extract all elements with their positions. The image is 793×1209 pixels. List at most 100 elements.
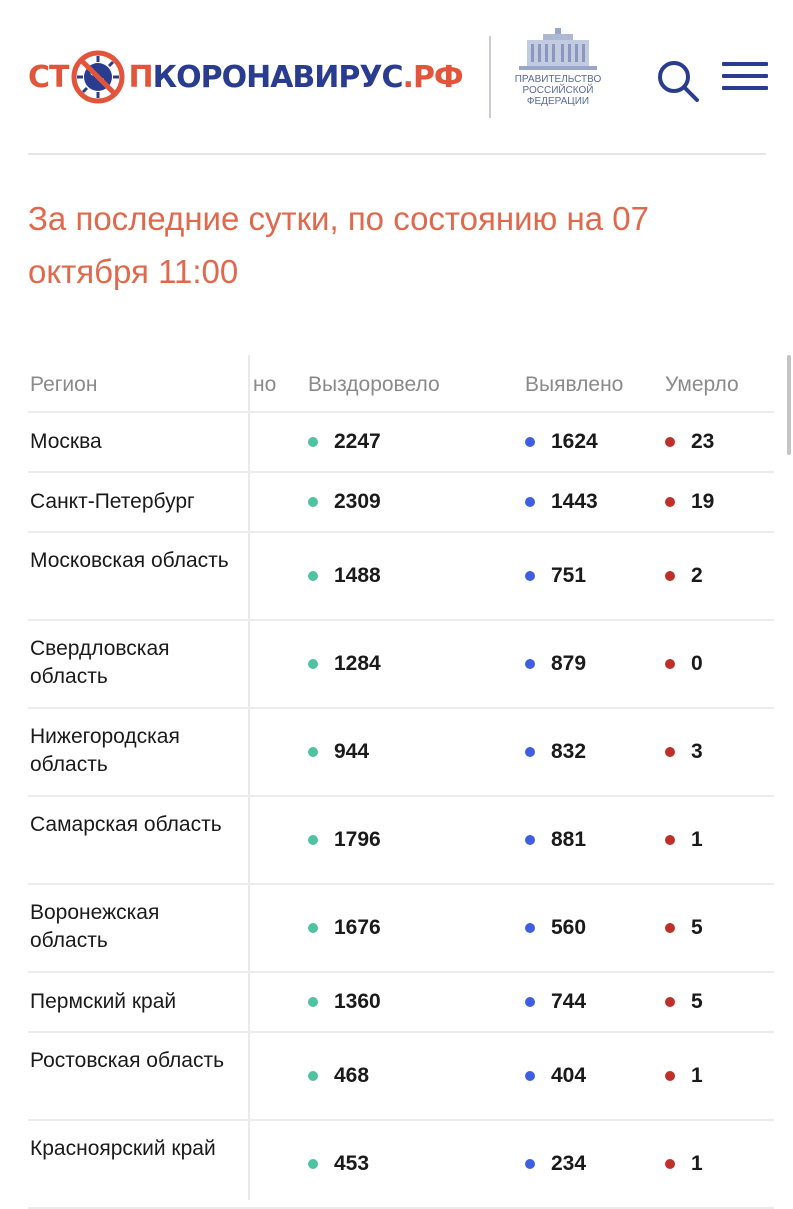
recovered-value: 1360	[308, 988, 381, 1016]
region-name: Пермский край	[30, 990, 177, 1013]
died-dot	[665, 997, 675, 1007]
died-dot	[665, 1159, 675, 1169]
died-value: 0	[665, 650, 703, 678]
government-logo[interactable]: ПРАВИТЕЛЬСТВО РОССИЙСКОЙ ФЕДЕРАЦИИ	[508, 26, 608, 107]
recovered-dot	[308, 571, 318, 581]
site-logo[interactable]: СТ П КОРОНАВИРУС .РФ	[28, 50, 464, 104]
died-number: 5	[691, 990, 703, 1013]
recovered-number: 2247	[334, 430, 381, 453]
recovered-value: 1284	[308, 650, 381, 678]
died-value: 2	[665, 562, 703, 590]
recovered-dot	[308, 1071, 318, 1081]
table-row[interactable]: Свердловская область 1284 879 0	[28, 621, 774, 709]
header-detected[interactable]: Выявлено	[525, 373, 624, 396]
recovered-number: 1360	[334, 990, 381, 1013]
sticky-column-divider	[248, 355, 250, 1200]
died-number: 19	[691, 490, 715, 513]
recovered-dot	[308, 997, 318, 1007]
detected-value: 1443	[525, 488, 598, 516]
stats-table: Регион но Выздоровело Выявлено Умерло Мо…	[28, 355, 774, 1209]
detected-value: 744	[525, 988, 586, 1016]
header-recovered[interactable]: Выздоровело	[308, 373, 440, 396]
table-row[interactable]: Санкт-Петербург 2309 1443 19	[28, 473, 774, 533]
recovered-number: 453	[334, 1152, 370, 1175]
recovered-number: 2309	[334, 490, 381, 513]
menu-icon	[722, 62, 768, 90]
table-header: Регион но Выздоровело Выявлено Умерло	[28, 355, 774, 413]
government-building-icon	[519, 28, 597, 70]
died-dot	[665, 659, 675, 669]
detected-value: 879	[525, 650, 586, 678]
detected-dot	[525, 923, 535, 933]
detected-dot	[525, 571, 535, 581]
died-number: 1	[691, 1152, 703, 1175]
region-name: Москва	[30, 430, 102, 453]
region-name: Нижегородская область	[30, 725, 180, 776]
detected-number: 404	[551, 1064, 587, 1087]
died-value: 3	[665, 738, 703, 766]
recovered-number: 1676	[334, 916, 381, 939]
table-row[interactable]: Москва 2247 1624 23	[28, 413, 774, 473]
detected-dot	[525, 659, 535, 669]
table-row[interactable]: Ростовская область 468 404 1	[28, 1033, 774, 1121]
logo-text-domain: .РФ	[402, 59, 464, 95]
died-value: 1	[665, 1150, 703, 1178]
table-row[interactable]: Воронежская область 1676 560 5	[28, 885, 774, 973]
region-name: Воронежская область	[30, 901, 160, 952]
region-name: Самарская область	[30, 813, 222, 836]
recovered-dot	[308, 747, 318, 757]
recovered-value: 468	[308, 1062, 369, 1090]
header-vertical-divider	[489, 36, 491, 118]
recovered-number: 944	[334, 740, 370, 763]
detected-value: 881	[525, 826, 586, 854]
detected-dot	[525, 1071, 535, 1081]
died-dot	[665, 497, 675, 507]
detected-number: 560	[551, 916, 587, 939]
detected-dot	[525, 747, 535, 757]
table-row[interactable]: Красноярский край 453 234 1	[28, 1121, 774, 1209]
search-icon	[658, 61, 699, 102]
detected-dot	[525, 997, 535, 1007]
header-region[interactable]: Регион	[30, 373, 98, 396]
header-died[interactable]: Умерло	[665, 373, 739, 396]
died-dot	[665, 747, 675, 757]
detected-number: 881	[551, 828, 587, 851]
died-value: 1	[665, 1062, 703, 1090]
virus-stop-icon	[71, 50, 125, 104]
menu-button[interactable]	[722, 62, 768, 94]
died-dot	[665, 571, 675, 581]
died-value: 5	[665, 914, 703, 942]
header-hidden-column[interactable]: но	[253, 373, 277, 396]
recovered-value: 2309	[308, 488, 381, 516]
detected-number: 1624	[551, 430, 598, 453]
site-header: СТ П КОРОНАВИРУС .РФ	[0, 0, 793, 155]
detected-value: 832	[525, 738, 586, 766]
table-row[interactable]: Московская область 1488 751 2	[28, 533, 774, 621]
recovered-dot	[308, 923, 318, 933]
detected-number: 751	[551, 564, 587, 587]
header-divider	[28, 153, 766, 155]
table-row[interactable]: Самарская область 1796 881 1	[28, 797, 774, 885]
region-name: Московская область	[30, 549, 229, 572]
died-number: 1	[691, 1064, 703, 1087]
recovered-dot	[308, 437, 318, 447]
detected-number: 879	[551, 652, 587, 675]
died-dot	[665, 437, 675, 447]
recovered-value: 944	[308, 738, 369, 766]
detected-value: 234	[525, 1150, 586, 1178]
logo-text-main: КОРОНАВИРУС	[152, 59, 404, 95]
search-button[interactable]	[655, 58, 701, 104]
died-value: 19	[665, 488, 714, 516]
table-row[interactable]: Пермский край 1360 744 5	[28, 973, 774, 1033]
died-value: 23	[665, 428, 714, 456]
detected-dot	[525, 1159, 535, 1169]
government-label: ПРАВИТЕЛЬСТВО РОССИЙСКОЙ ФЕДЕРАЦИИ	[514, 74, 602, 107]
detected-number: 1443	[551, 490, 598, 513]
died-dot	[665, 923, 675, 933]
detected-value: 751	[525, 562, 586, 590]
died-number: 1	[691, 828, 703, 851]
recovered-number: 1284	[334, 652, 381, 675]
table-scrollbar[interactable]	[787, 355, 791, 455]
page-title: За последние сутки, по состоянию на 07 о…	[28, 200, 649, 290]
table-row[interactable]: Нижегородская область 944 832 3	[28, 709, 774, 797]
